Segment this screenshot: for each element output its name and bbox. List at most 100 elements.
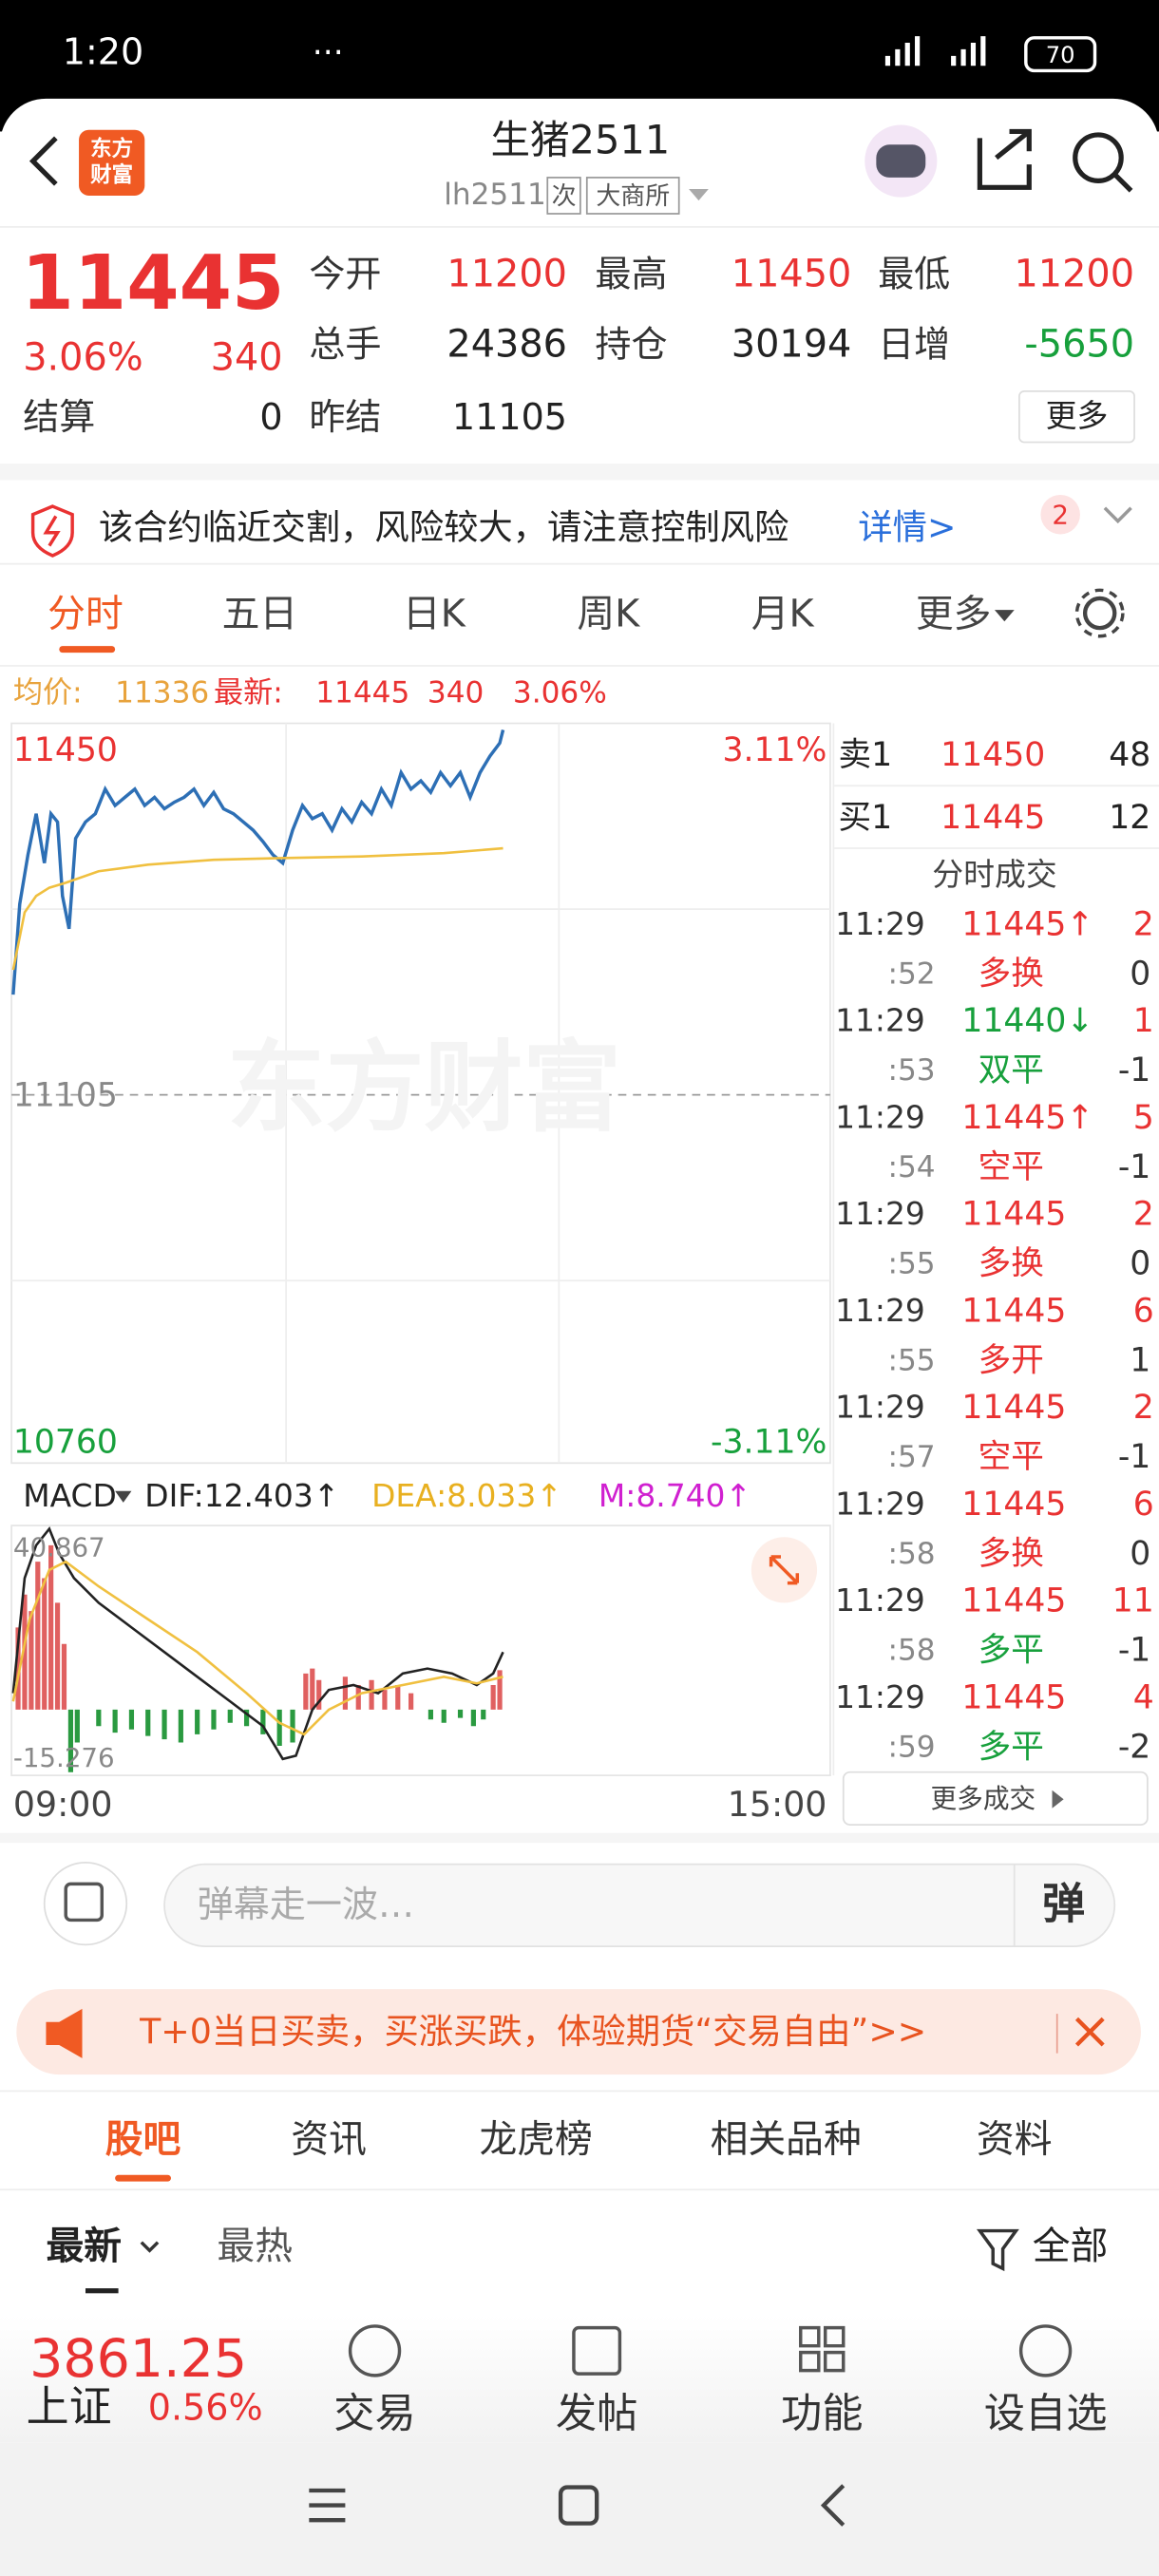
notice-link[interactable]: 详情> — [858, 506, 956, 547]
field-label: 日增 — [878, 324, 950, 366]
trade-change: 0 — [1130, 1535, 1150, 1573]
dropdown — [115, 1490, 132, 1503]
nav-label[interactable]: 发帖 — [556, 2391, 638, 2438]
logo — [79, 129, 145, 196]
chart-tab[interactable]: 五日 — [222, 593, 298, 636]
avg-label: 均价: — [13, 675, 83, 710]
trade-qty: 1 — [1133, 1002, 1154, 1040]
trade-subtime: :58 — [887, 1537, 935, 1571]
ad-banner[interactable] — [16, 1989, 1141, 2075]
nav-label[interactable]: 设自选 — [984, 2391, 1108, 2438]
section-tab[interactable]: 资讯 — [291, 2118, 367, 2162]
y-top: 11450 — [13, 731, 118, 769]
search-button[interactable] — [1073, 132, 1124, 183]
trade-type: 多换 — [978, 955, 1044, 993]
index-value[interactable]: 3861.25 — [29, 2329, 247, 2390]
settings-teeth — [1074, 588, 1125, 638]
trade-time: 11:29 — [835, 1389, 925, 1426]
more-trades-label: 更多成交 — [930, 1783, 1036, 1814]
back-button[interactable] — [28, 136, 58, 186]
bid-qty: 12 — [1109, 799, 1150, 837]
field-label: 今开 — [309, 253, 381, 294]
sort-underline — [85, 2288, 119, 2294]
time-end: 15:00 — [728, 1784, 827, 1825]
avg-price: 11336 — [115, 675, 209, 710]
y-top-pct: 3.11% — [722, 731, 826, 769]
field-value: 11200 — [446, 252, 567, 295]
sort-tab[interactable]: 最热 — [217, 2225, 293, 2268]
close-ad[interactable] — [1074, 2017, 1105, 2047]
section-tab[interactable]: 相关品种 — [711, 2118, 862, 2162]
share-button[interactable] — [977, 128, 1032, 190]
trade-time: 11:29 — [835, 1002, 925, 1039]
filter-icon — [976, 2228, 1019, 2272]
field-label: 总手 — [309, 324, 381, 366]
more-trades-button[interactable] — [842, 1771, 1149, 1826]
nav-label[interactable]: 功能 — [781, 2391, 864, 2438]
trade-type: 多开 — [978, 1341, 1044, 1379]
macd-frame — [10, 1525, 831, 1777]
ask-qty: 48 — [1109, 736, 1150, 774]
chart-tab[interactable]: 月K — [751, 593, 815, 636]
chart-tab[interactable]: 周K — [577, 593, 640, 636]
dropdown[interactable] — [689, 189, 709, 201]
nav-label[interactable]: 交易 — [333, 2391, 416, 2438]
sort-tab[interactable]: 最新 — [46, 2225, 122, 2268]
macd-label[interactable]: MACD — [23, 1477, 117, 1514]
chart-tab[interactable]: 更多 — [916, 593, 992, 636]
section-tab[interactable]: 龙虎榜 — [479, 2118, 592, 2162]
trade-type: 多平 — [978, 1632, 1044, 1670]
section-tab[interactable]: 股吧 — [105, 2118, 181, 2162]
home-key[interactable] — [558, 2485, 599, 2526]
avatar-face — [876, 144, 926, 178]
trade-type: 多平 — [978, 1728, 1044, 1766]
trade-change: -1 — [1118, 1632, 1151, 1670]
trade-price: 11445 — [961, 1486, 1066, 1524]
nav-icon — [799, 2325, 846, 2373]
trade-subtime: :52 — [887, 957, 935, 991]
badge — [1040, 494, 1080, 535]
trade-time: 11:29 — [835, 1195, 925, 1232]
section-tab[interactable]: 资料 — [977, 2118, 1053, 2162]
trade-change: -1 — [1118, 1148, 1151, 1186]
field-label: 结算 — [23, 396, 95, 438]
tab-underline — [59, 646, 116, 653]
expand[interactable] — [1103, 506, 1132, 524]
trade-qty: 6 — [1133, 1292, 1154, 1330]
index-name: 上证 — [27, 2381, 112, 2432]
danmaku-toggle[interactable]: 弹 — [1042, 1879, 1085, 1929]
chart-tab[interactable]: 日K — [403, 593, 466, 636]
fullscreen-icon — [769, 1555, 800, 1585]
bid-price: 11445 — [940, 799, 1045, 837]
danmaku-input[interactable] — [163, 1863, 1116, 1948]
nav-icon — [572, 2325, 622, 2376]
trade-type: 空平 — [978, 1438, 1044, 1476]
latest-change: 340 — [428, 675, 484, 710]
menu-key[interactable] — [309, 2488, 346, 2523]
filter[interactable]: 全部 — [1033, 2225, 1109, 2268]
dropdown — [140, 2241, 160, 2253]
back-key[interactable] — [820, 2484, 846, 2527]
more-button[interactable] — [1018, 390, 1135, 444]
trade-price: 11445 — [961, 1389, 1066, 1427]
dropdown — [994, 610, 1015, 622]
danmaku-settings[interactable] — [43, 1862, 128, 1946]
chart-tab[interactable]: 分时 — [48, 593, 124, 636]
trade-qty: 2 — [1133, 905, 1154, 943]
separator — [0, 464, 1159, 481]
macd-top: 40.867 — [13, 1531, 105, 1563]
nav-icon — [1018, 2324, 1073, 2377]
trade-change: -2 — [1118, 1728, 1151, 1766]
settings[interactable] — [1082, 596, 1117, 631]
field-value: 24386 — [446, 323, 567, 367]
title: 生猪2511 — [491, 117, 671, 163]
trade-qty: 6 — [1133, 1486, 1154, 1524]
signal — [884, 36, 986, 66]
trade-time: 11:29 — [835, 1098, 925, 1135]
field-value: 0 — [259, 396, 282, 438]
separator — [0, 1832, 1159, 1844]
trade-subtime: :55 — [887, 1247, 935, 1281]
toolbar — [0, 2314, 1159, 2443]
